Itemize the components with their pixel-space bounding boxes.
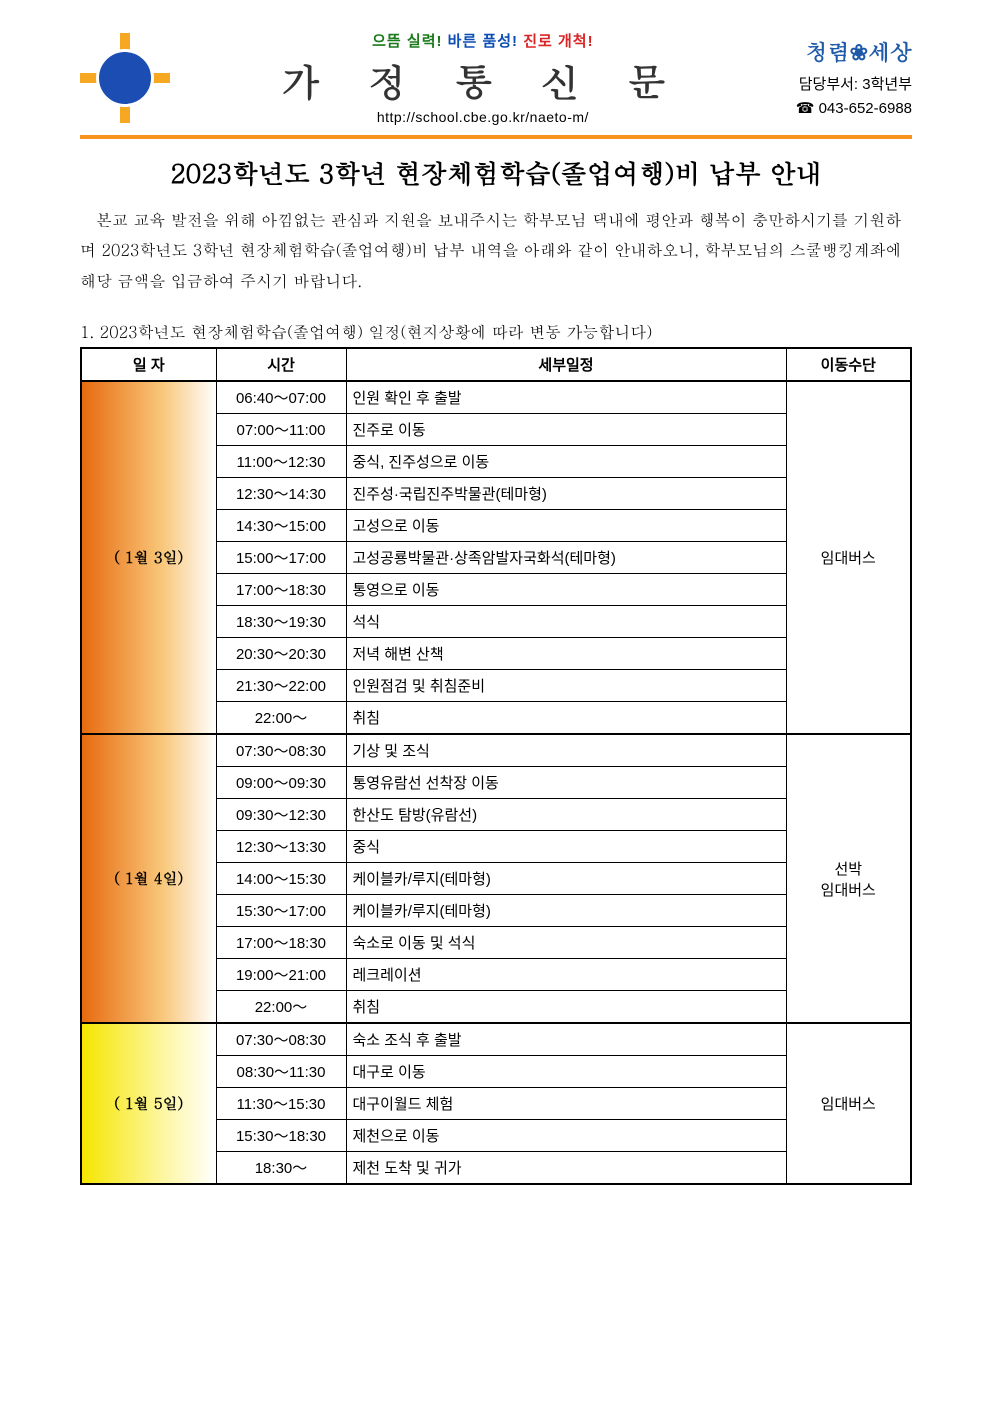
time-cell: 15:00～17:00: [216, 542, 346, 574]
time-cell: 18:30～: [216, 1152, 346, 1185]
detail-cell: 숙소로 이동 및 석식: [346, 927, 786, 959]
detail-cell: 제천으로 이동: [346, 1120, 786, 1152]
time-cell: 19:00～21:00: [216, 959, 346, 991]
time-cell: 15:30～17:00: [216, 895, 346, 927]
detail-cell: 숙소 조식 후 출발: [346, 1023, 786, 1056]
time-cell: 11:30～15:30: [216, 1088, 346, 1120]
time-cell: 14:00～15:30: [216, 863, 346, 895]
detail-cell: 석식: [346, 606, 786, 638]
th-transport: 이동수단: [786, 348, 911, 381]
time-cell: 07:00～11:00: [216, 414, 346, 446]
detail-cell: 케이블카/루지(테마형): [346, 895, 786, 927]
header-right: 청렴❀세상 담당부서: 3학년부 ☎ 043-652-6988: [796, 34, 912, 121]
detail-cell: 중식: [346, 831, 786, 863]
schedule-table: 일 자 시간 세부일정 이동수단 ( 1월 3일)06:40～07:00인원 확…: [80, 347, 912, 1185]
school-url: http://school.cbe.go.kr/naeto-m/: [170, 109, 796, 125]
detail-cell: 대구이월드 체험: [346, 1088, 786, 1120]
motto: 으뜸 실력! 바른 품성! 진로 개척!: [170, 30, 796, 51]
transport-cell: 임대버스: [786, 1023, 911, 1184]
detail-cell: 중식, 진주성으로 이동: [346, 446, 786, 478]
header-divider: [80, 135, 912, 139]
time-cell: 09:30～12:30: [216, 799, 346, 831]
department: 담당부서: 3학년부: [796, 73, 912, 97]
time-cell: 07:30～08:30: [216, 1023, 346, 1056]
school-logo: [80, 33, 170, 123]
date-cell: ( 1월 5일): [81, 1023, 216, 1184]
detail-cell: 인원점검 및 취침준비: [346, 670, 786, 702]
th-time: 시간: [216, 348, 346, 381]
time-cell: 17:00～18:30: [216, 927, 346, 959]
th-date: 일 자: [81, 348, 216, 381]
time-cell: 09:00～09:30: [216, 767, 346, 799]
document-header: 으뜸 실력! 바른 품성! 진로 개척! 가 정 통 신 문 http://sc…: [80, 30, 912, 125]
detail-cell: 케이블카/루지(테마형): [346, 863, 786, 895]
time-cell: 18:30～19:30: [216, 606, 346, 638]
detail-cell: 대구로 이동: [346, 1056, 786, 1088]
brand-text: 청렴❀세상: [796, 34, 912, 69]
detail-cell: 취침: [346, 991, 786, 1024]
time-cell: 20:30～20:30: [216, 638, 346, 670]
detail-cell: 진주성·국립진주박물관(테마형): [346, 478, 786, 510]
detail-cell: 기상 및 조식: [346, 734, 786, 767]
detail-cell: 진주로 이동: [346, 414, 786, 446]
time-cell: 11:00～12:30: [216, 446, 346, 478]
phone-number: ☎ 043-652-6988: [796, 97, 912, 121]
time-cell: 17:00～18:30: [216, 574, 346, 606]
date-cell: ( 1월 3일): [81, 381, 216, 734]
time-cell: 21:30～22:00: [216, 670, 346, 702]
detail-cell: 인원 확인 후 출발: [346, 381, 786, 414]
detail-cell: 제천 도착 및 귀가: [346, 1152, 786, 1185]
header-center: 으뜸 실력! 바른 품성! 진로 개척! 가 정 통 신 문 http://sc…: [170, 30, 796, 125]
document-title: 가 정 통 신 문: [170, 53, 796, 107]
th-detail: 세부일정: [346, 348, 786, 381]
motto-1: 으뜸 실력!: [372, 33, 442, 50]
date-cell: ( 1월 4일): [81, 734, 216, 1023]
time-cell: 07:30～08:30: [216, 734, 346, 767]
detail-cell: 레크레이션: [346, 959, 786, 991]
time-cell: 06:40～07:00: [216, 381, 346, 414]
detail-cell: 취침: [346, 702, 786, 735]
section-1-label: 1. 2023학년도 현장체험학습(졸업여행) 일정(현지상황에 따라 변동 가…: [80, 320, 912, 343]
detail-cell: 통영유람선 선착장 이동: [346, 767, 786, 799]
motto-2: 바른 품성!: [448, 33, 518, 50]
transport-cell: 임대버스: [786, 381, 911, 734]
time-cell: 22:00～: [216, 702, 346, 735]
main-title: 2023학년도 3학년 현장체험학습(졸업여행)비 납부 안내: [80, 155, 912, 191]
motto-3: 진로 개척!: [523, 33, 593, 50]
time-cell: 12:30～14:30: [216, 478, 346, 510]
detail-cell: 통영으로 이동: [346, 574, 786, 606]
time-cell: 14:30～15:00: [216, 510, 346, 542]
transport-cell: 선박 임대버스: [786, 734, 911, 1023]
detail-cell: 한산도 탐방(유람선): [346, 799, 786, 831]
detail-cell: 저녁 해변 산책: [346, 638, 786, 670]
time-cell: 08:30～11:30: [216, 1056, 346, 1088]
time-cell: 22:00～: [216, 991, 346, 1024]
detail-cell: 고성공룡박물관·상족암발자국화석(테마형): [346, 542, 786, 574]
detail-cell: 고성으로 이동: [346, 510, 786, 542]
intro-paragraph: 본교 교육 발전을 위해 아낌없는 관심과 지원을 보내주시는 학부모님 댁내에…: [80, 205, 912, 296]
time-cell: 15:30～18:30: [216, 1120, 346, 1152]
intro-text: 본교 교육 발전을 위해 아낌없는 관심과 지원을 보내주시는 학부모님 댁내에…: [80, 208, 902, 292]
time-cell: 12:30～13:30: [216, 831, 346, 863]
